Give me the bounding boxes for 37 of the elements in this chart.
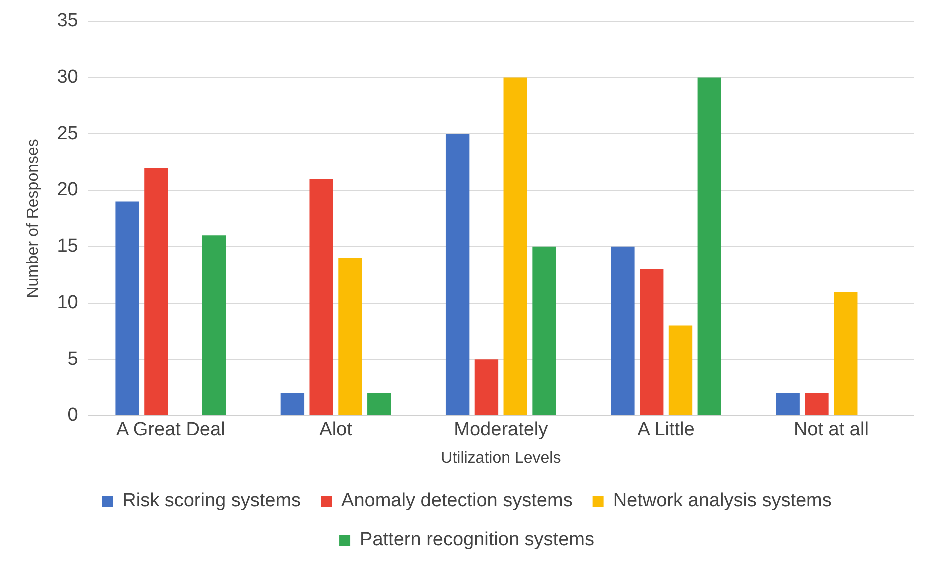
bar (668, 326, 693, 416)
x-tick-label: Alot (320, 420, 354, 441)
y-tick-label: 25 (57, 123, 78, 144)
x-tick-label: Moderately (454, 420, 549, 441)
bar (640, 269, 664, 416)
x-tick-label: A Great Deal (116, 420, 226, 441)
bar (532, 246, 556, 416)
bar (446, 134, 470, 416)
y-axis-title: Number of Responses (25, 139, 42, 298)
legend-label: Network analysis systems (613, 490, 832, 512)
bar (144, 168, 168, 416)
bar (611, 246, 635, 416)
bar (776, 393, 800, 416)
y-tick-label: 35 (57, 10, 78, 32)
y-tick-label: 10 (57, 292, 78, 314)
bar (310, 179, 334, 416)
bar (368, 393, 392, 416)
x-tick-label: Not at all (794, 420, 869, 441)
bar (280, 393, 305, 416)
bar (116, 202, 140, 416)
bar (698, 78, 722, 416)
y-tick-label: 5 (68, 348, 78, 370)
bar (805, 393, 829, 416)
y-tick-label: 0 (68, 405, 78, 426)
bar (202, 236, 226, 416)
bar (834, 292, 858, 416)
y-tick-label: 20 (57, 180, 78, 201)
legend-label: Risk scoring systems (122, 490, 302, 512)
bar (504, 78, 528, 416)
x-axis-title: Utilization Levels (441, 450, 562, 467)
y-tick-label: 15 (57, 236, 78, 258)
legend-label: Anomaly detection systems (342, 490, 573, 512)
x-tick-label: A Little (638, 420, 695, 441)
bar (338, 258, 362, 416)
bar (474, 360, 499, 416)
y-tick-label: 30 (57, 67, 78, 88)
legend-label: Pattern recognition systems (360, 530, 594, 551)
